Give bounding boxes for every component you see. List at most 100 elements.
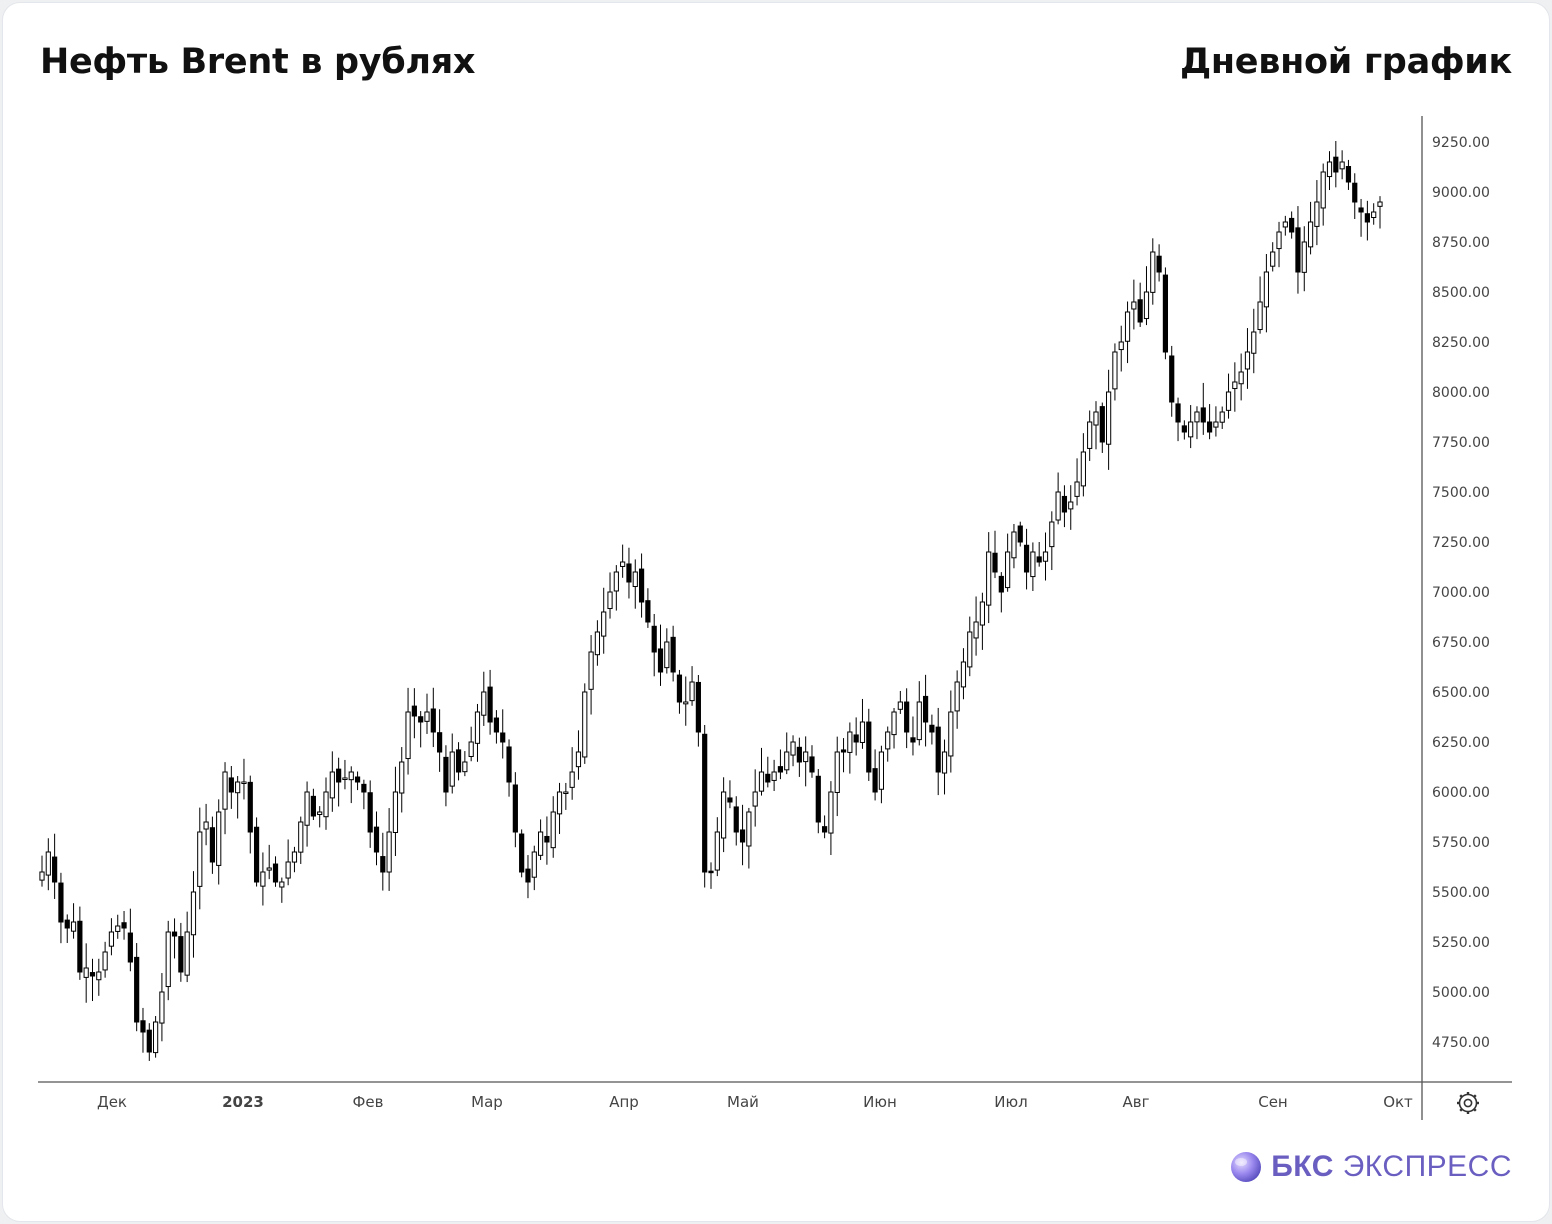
candle-body xyxy=(575,751,582,768)
brand-name-bold: БКС xyxy=(1271,1150,1334,1183)
candle-body xyxy=(1219,411,1225,423)
candle-body xyxy=(443,756,449,793)
candle-body xyxy=(184,931,190,976)
brand-name-rest: ЭКСПРЕСС xyxy=(1333,1150,1512,1183)
candle-body xyxy=(922,695,929,723)
candle-body xyxy=(134,956,140,1023)
x-tick-label: Июн xyxy=(863,1093,897,1111)
candle-body xyxy=(519,833,525,873)
candle-body xyxy=(190,891,197,936)
candle-body xyxy=(986,551,992,606)
candle-body xyxy=(121,922,127,929)
candle-body xyxy=(336,768,342,783)
candle-body xyxy=(455,749,462,773)
candle-body xyxy=(146,1029,152,1053)
candle-body xyxy=(960,661,967,688)
candle-body xyxy=(1011,531,1017,559)
x-axis-ticks: Дек 2023 Фев Мар Апр Май Июн Июл Авг Сен Окт xyxy=(97,1093,1413,1111)
candle-body xyxy=(1333,156,1339,173)
candle-body xyxy=(859,721,866,743)
candle-body xyxy=(1244,351,1251,370)
candle-body xyxy=(771,771,777,781)
candle-body xyxy=(727,797,733,803)
candle-body xyxy=(973,621,979,639)
y-tick-label: 6500.00 xyxy=(1432,685,1490,701)
candle-body xyxy=(430,708,436,733)
candle-body xyxy=(840,749,847,753)
candle-body xyxy=(683,701,689,705)
gear-icon[interactable] xyxy=(1457,1092,1479,1114)
candle-body xyxy=(803,751,809,763)
candle-body xyxy=(916,701,922,741)
candle-body xyxy=(1061,495,1068,513)
candle-body xyxy=(834,751,840,793)
candle-body xyxy=(1371,211,1377,219)
candle-body xyxy=(209,827,216,863)
candle-body xyxy=(1314,201,1320,227)
candle-body xyxy=(159,991,165,1024)
candle-body xyxy=(1175,403,1181,423)
candle-body xyxy=(323,791,329,818)
candle-body xyxy=(304,791,310,826)
candle-body xyxy=(1080,451,1086,487)
candle-body xyxy=(418,716,424,723)
candle-body xyxy=(474,711,481,744)
candle-body xyxy=(342,777,348,780)
candle-body xyxy=(512,784,518,833)
candle-body xyxy=(487,686,493,723)
candle-body xyxy=(815,775,821,823)
candle-body xyxy=(1345,166,1352,183)
candle-body xyxy=(1124,311,1131,342)
candle-body xyxy=(613,571,619,592)
candle-body xyxy=(279,881,285,888)
candle-body xyxy=(714,831,720,871)
candle-body xyxy=(676,674,683,703)
candle-body xyxy=(626,563,632,583)
candle-body xyxy=(115,925,121,932)
candle-body xyxy=(405,711,411,760)
candle-body xyxy=(891,711,897,736)
candle-body xyxy=(506,746,512,783)
x-tick-label: Апр xyxy=(609,1093,639,1111)
brand-name: БКС ЭКСПРЕСС xyxy=(1271,1150,1512,1184)
brand-footer[interactable]: БКС ЭКСПРЕСС xyxy=(1229,1150,1512,1184)
candle-body xyxy=(291,851,298,863)
bks-logo-icon xyxy=(1231,1152,1262,1182)
candle-body xyxy=(500,732,506,743)
candle-body xyxy=(582,691,588,758)
candle-body xyxy=(904,701,910,733)
candle-body xyxy=(1169,355,1175,403)
candle-body xyxy=(253,826,260,883)
candle-body xyxy=(1162,274,1169,353)
candle-body xyxy=(1036,556,1042,563)
candle-body xyxy=(1276,231,1282,250)
y-tick-label: 7250.00 xyxy=(1432,535,1490,551)
candle-body xyxy=(556,791,563,815)
candle-body xyxy=(588,651,594,690)
candle-body xyxy=(758,771,765,792)
candle-body xyxy=(1282,221,1288,228)
candle-body xyxy=(872,768,878,793)
candle-body xyxy=(228,777,234,793)
candle-body xyxy=(739,829,746,843)
candle-body xyxy=(1352,182,1358,203)
y-tick-label: 7000.00 xyxy=(1432,585,1490,601)
x-tick-label: 2023 xyxy=(222,1093,264,1111)
candle-body xyxy=(1106,391,1112,445)
y-tick-label: 6750.00 xyxy=(1432,635,1490,651)
candle-body xyxy=(96,971,102,981)
candle-body xyxy=(979,601,985,626)
candle-body xyxy=(89,972,96,977)
candle-body xyxy=(1074,481,1080,497)
candle-body xyxy=(941,751,948,774)
candle-body xyxy=(1377,201,1383,207)
y-tick-label: 5250.00 xyxy=(1432,935,1490,951)
candle-body xyxy=(1099,406,1105,443)
candle-body xyxy=(1289,217,1295,233)
candle-body xyxy=(1232,381,1238,390)
candle-body xyxy=(721,791,727,839)
x-tick-label: Дек xyxy=(97,1093,127,1111)
candle-body xyxy=(424,711,430,722)
candle-body xyxy=(822,826,828,833)
candle-body xyxy=(853,734,859,743)
